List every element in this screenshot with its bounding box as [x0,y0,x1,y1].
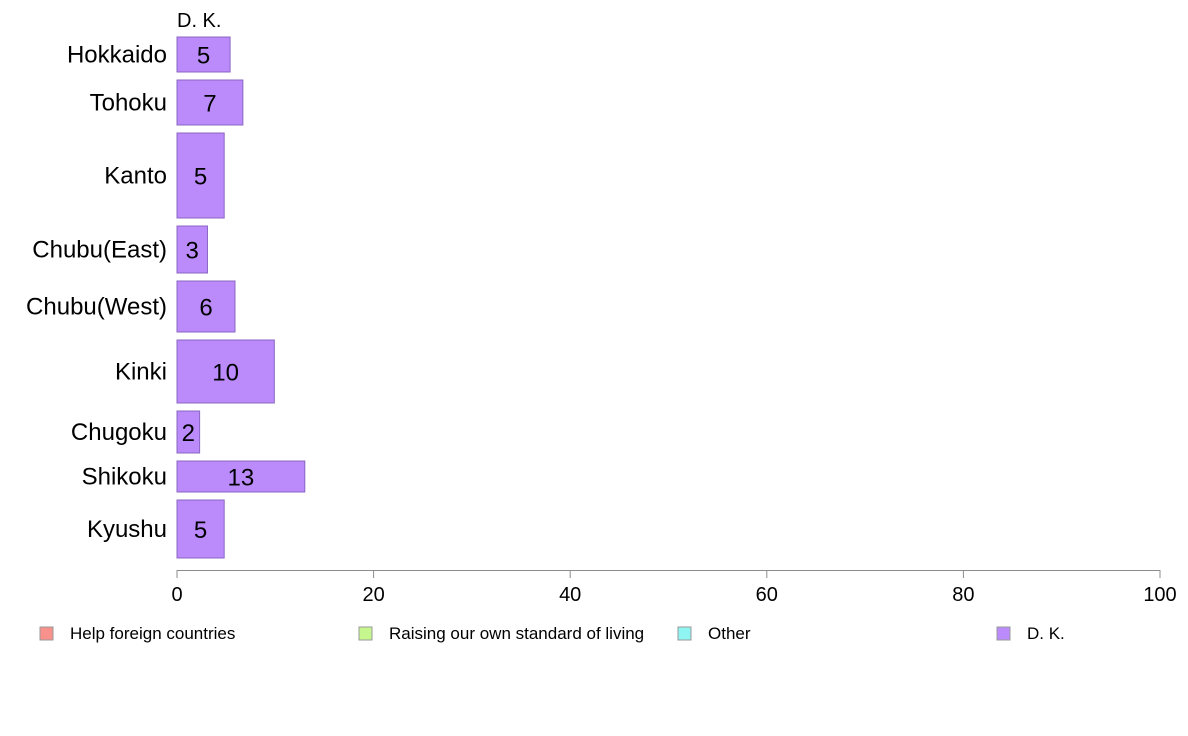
data-label: 6 [199,295,212,322]
legend-label: Other [708,624,751,643]
legend-label: D. K. [1027,624,1065,643]
category-label: Hokkaido [67,42,167,69]
data-label: 7 [203,91,216,118]
legend-swatch [39,626,54,641]
bar-segment [176,79,244,126]
category-label: Kyushu [87,516,167,543]
bar-segment [176,132,225,219]
bar-segment [176,36,231,73]
bar-segment [176,339,275,404]
data-label: 5 [194,517,207,544]
bar-segment [176,460,306,493]
data-label: 3 [186,238,199,265]
legend-swatch [358,626,373,641]
legend-label: Raising our own standard of living [389,624,644,643]
category-label: Chubu(East) [32,237,167,264]
x-tick-label: 0 [171,584,182,606]
bar-segment [176,410,201,454]
category-label: Chubu(West) [26,294,167,321]
x-tick-label: 40 [559,584,581,606]
bar-segment [176,225,208,274]
x-tick-label: 100 [1143,584,1176,606]
category-label: Kanto [104,163,167,190]
legend-label: Help foreign countries [70,624,235,643]
data-label: 5 [194,164,207,191]
bar-segment [176,280,236,333]
category-label: Shikoku [82,464,167,491]
x-tick-label: 80 [952,584,974,606]
data-label: 2 [182,420,195,447]
bars-group: Hokkaido 5 Tohoku 7 Kanto 5 Chubu(East) 3 Chubu(… [26,36,306,559]
data-label: 5 [197,43,210,70]
category-label: Tohoku [90,90,167,117]
legend-swatch [996,626,1011,641]
legend: Help foreign countries Raising our own st… [39,624,1065,643]
column-header: D. K. [177,10,221,32]
legend-swatch [677,626,692,641]
category-label: Chugoku [71,419,167,446]
x-tick-label: 20 [362,584,384,606]
bar-segment [176,499,225,559]
data-label: 13 [228,465,255,492]
data-label: 10 [212,360,239,387]
x-axis: 0 20 40 60 80 100 [171,570,1177,606]
category-label: Kinki [115,359,167,386]
x-tick-label: 60 [756,584,778,606]
